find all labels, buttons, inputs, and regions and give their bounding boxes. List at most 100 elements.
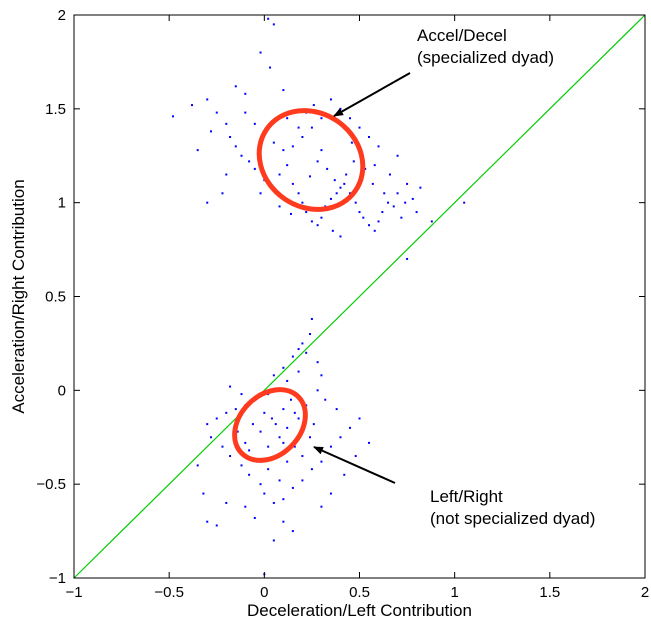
data-point xyxy=(291,182,294,185)
data-point xyxy=(388,173,391,176)
data-point xyxy=(206,201,209,204)
data-point xyxy=(301,455,304,458)
data-point xyxy=(350,141,353,144)
data-point xyxy=(329,98,332,101)
data-point xyxy=(430,220,433,223)
annotation-line: (not specialized dyad) xyxy=(430,509,595,528)
data-point xyxy=(282,498,285,501)
data-point xyxy=(263,492,266,495)
data-point xyxy=(269,66,272,69)
data-point xyxy=(348,117,351,120)
data-point xyxy=(248,160,251,163)
data-point xyxy=(333,179,336,182)
data-point xyxy=(312,423,315,426)
data-point xyxy=(225,501,228,504)
data-point xyxy=(358,417,361,420)
data-point xyxy=(320,149,323,152)
data-point xyxy=(267,468,270,471)
data-point xyxy=(352,160,355,163)
data-points-layer xyxy=(171,17,466,576)
data-point xyxy=(253,167,256,170)
data-point xyxy=(316,160,319,163)
data-point xyxy=(272,501,275,504)
data-point xyxy=(291,145,294,148)
data-point xyxy=(392,205,395,208)
annotation-label: Accel/Decel (specialized dyad) xyxy=(417,26,554,67)
data-point xyxy=(289,398,292,401)
data-point xyxy=(348,426,351,429)
data-point xyxy=(210,436,213,439)
data-point xyxy=(225,411,228,414)
data-point xyxy=(301,135,304,138)
data-point xyxy=(373,229,376,232)
data-point xyxy=(253,122,256,125)
data-point xyxy=(309,436,312,439)
data-point xyxy=(415,211,418,214)
data-point xyxy=(343,182,346,185)
data-point xyxy=(293,411,296,414)
data-point xyxy=(320,216,323,219)
data-point xyxy=(253,516,256,519)
data-point xyxy=(221,192,224,195)
data-point xyxy=(244,92,247,95)
data-point xyxy=(210,130,213,133)
y-tick-label: 0 xyxy=(58,382,66,399)
data-point xyxy=(259,483,262,486)
data-point xyxy=(229,455,232,458)
data-point xyxy=(240,464,243,467)
data-point xyxy=(354,455,357,458)
data-point xyxy=(289,212,292,215)
data-point xyxy=(274,423,277,426)
data-point xyxy=(196,149,199,152)
data-point xyxy=(240,393,243,396)
diagonal-layer xyxy=(73,14,646,579)
data-point xyxy=(191,104,194,107)
data-point xyxy=(396,154,399,157)
data-point xyxy=(297,417,300,420)
data-point xyxy=(286,379,289,382)
data-point xyxy=(286,426,289,429)
data-point xyxy=(305,211,308,214)
data-point xyxy=(309,175,312,178)
data-point xyxy=(301,342,304,345)
data-point xyxy=(259,430,262,433)
data-point xyxy=(272,23,275,26)
data-point xyxy=(234,85,237,88)
x-tick-label: 0.5 xyxy=(349,584,370,601)
annotation-line: (specialized dyad) xyxy=(417,48,554,67)
data-point xyxy=(215,524,218,527)
arrow-accel-decel xyxy=(333,72,411,117)
data-point xyxy=(248,449,251,452)
ellipse-accel-decel xyxy=(256,108,366,212)
y-tick-label: 0.5 xyxy=(45,289,66,306)
data-point xyxy=(297,192,300,195)
data-point xyxy=(331,229,334,232)
data-point xyxy=(206,520,209,523)
x-tick-label: 0 xyxy=(260,584,268,601)
data-point xyxy=(248,473,251,476)
data-point xyxy=(244,441,247,444)
data-point xyxy=(229,135,232,138)
data-point xyxy=(282,408,285,411)
y-tick-label: 2 xyxy=(58,7,66,24)
data-point xyxy=(329,445,332,448)
data-point xyxy=(387,201,390,204)
x-tick-label: −0.5 xyxy=(154,584,184,601)
data-point xyxy=(272,141,275,144)
data-point xyxy=(362,216,365,219)
data-point xyxy=(282,89,285,92)
data-point xyxy=(278,479,281,482)
data-point xyxy=(282,366,285,369)
data-point xyxy=(312,104,315,107)
data-point xyxy=(339,186,342,189)
data-point xyxy=(251,423,254,426)
annotation-line: Accel/Decel xyxy=(417,26,507,45)
data-point xyxy=(291,530,294,533)
data-point xyxy=(282,441,285,444)
data-point xyxy=(244,505,247,508)
data-point xyxy=(297,126,300,129)
data-point xyxy=(236,430,239,433)
x-axis-label: Deceleration/Left Contribution xyxy=(247,601,472,620)
data-point xyxy=(354,201,357,204)
data-point xyxy=(259,51,262,54)
